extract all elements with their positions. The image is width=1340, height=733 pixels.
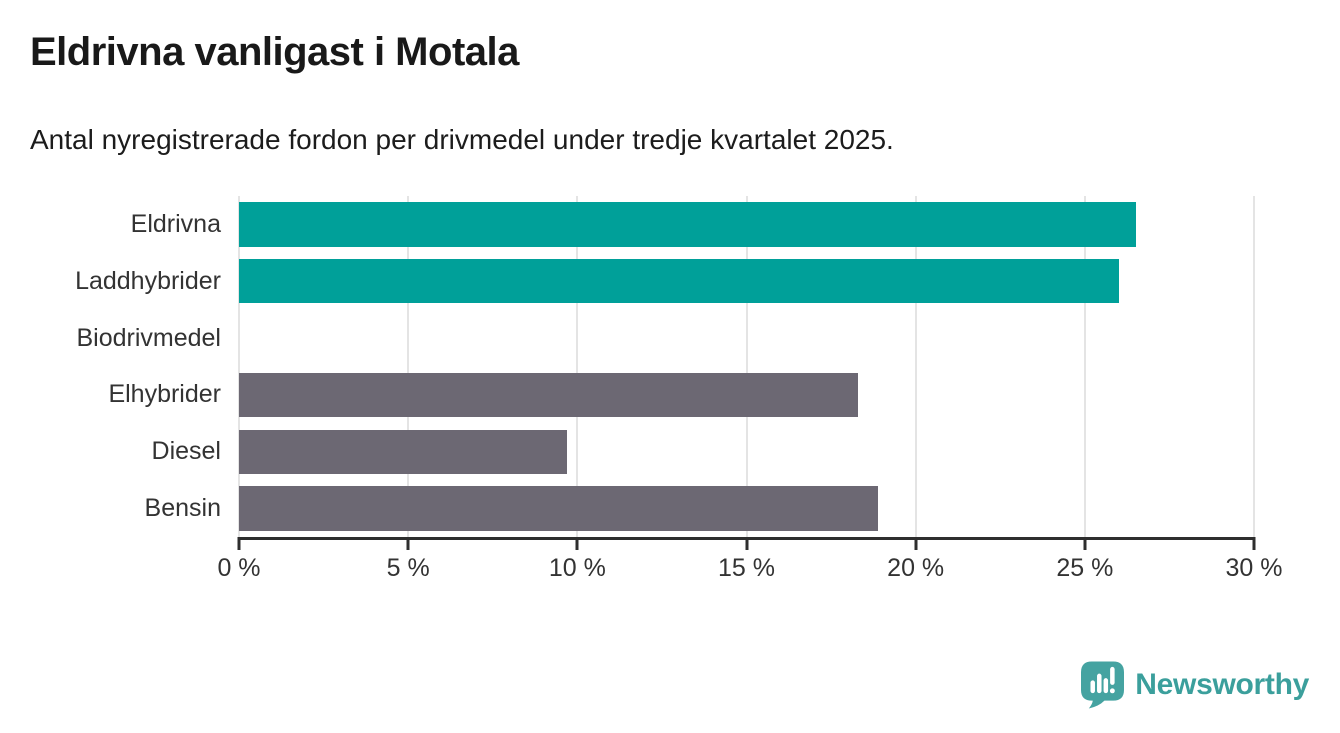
x-axis: 0 % 5 % 10 % 15 % 20 % 25 % 30 %	[217, 537, 1282, 597]
category-label-bensin: Bensin	[144, 494, 221, 523]
gridline	[238, 196, 240, 537]
x-axis-tick	[1083, 537, 1087, 550]
gridline	[1253, 196, 1255, 537]
bar-eldrivna	[239, 202, 1136, 247]
category-label-biodrivmedel: Biodrivmedel	[76, 323, 221, 352]
x-axis-tick	[914, 537, 918, 550]
bar-elhybrider	[239, 372, 859, 418]
x-axis-tick	[237, 537, 241, 550]
x-axis-tick-label: 0 %	[217, 554, 261, 582]
bar-row-laddhybrider	[239, 253, 1254, 310]
x-axis-tick	[745, 537, 748, 550]
bar-bensin	[239, 486, 879, 531]
gridline	[407, 196, 410, 537]
plot-area	[238, 196, 1255, 537]
category-label-eldrivna: Eldrivna	[130, 209, 221, 238]
bar-row-biodrivmedel	[239, 310, 1254, 367]
x-axis-tick-label: 30 %	[1225, 554, 1283, 582]
chart-subtitle: Antal nyregistrerade fordon per drivmede…	[30, 124, 894, 155]
x-axis-tick	[406, 537, 410, 550]
brand-footer: Newsworthy	[1081, 661, 1309, 709]
gridline	[576, 196, 579, 537]
x-axis-tick-label: 20 %	[887, 554, 945, 582]
bar-laddhybrider	[239, 259, 1119, 304]
x-axis-tick	[1252, 537, 1256, 550]
category-labels: Eldrivna Laddhybrider Biodrivmedel Elhybrid…	[0, 196, 221, 537]
gridline	[914, 196, 917, 537]
bar-row-diesel	[239, 423, 1254, 480]
x-axis-tick-label: 15 %	[718, 554, 775, 582]
chart-title: Eldrivna vanligast i Motala	[30, 30, 519, 74]
x-axis-tick	[575, 537, 579, 550]
gridline	[1083, 196, 1086, 537]
category-label-laddhybrider: Laddhybrider	[75, 266, 221, 295]
brand-name: Newsworthy	[1135, 668, 1309, 701]
x-axis-tick-label: 5 %	[386, 554, 430, 582]
x-axis-tick-label: 25 %	[1056, 554, 1114, 582]
category-label-elhybrider: Elhybrider	[108, 380, 221, 409]
gridline	[745, 196, 748, 537]
bar-row-elhybrider	[239, 367, 1254, 424]
newsworthy-logo-icon	[1081, 661, 1125, 709]
bar-row-bensin	[239, 480, 1254, 537]
x-axis-tick-label: 10 %	[548, 554, 606, 582]
bar-diesel	[239, 429, 568, 474]
bar-row-eldrivna	[239, 196, 1254, 253]
category-label-diesel: Diesel	[151, 437, 221, 466]
